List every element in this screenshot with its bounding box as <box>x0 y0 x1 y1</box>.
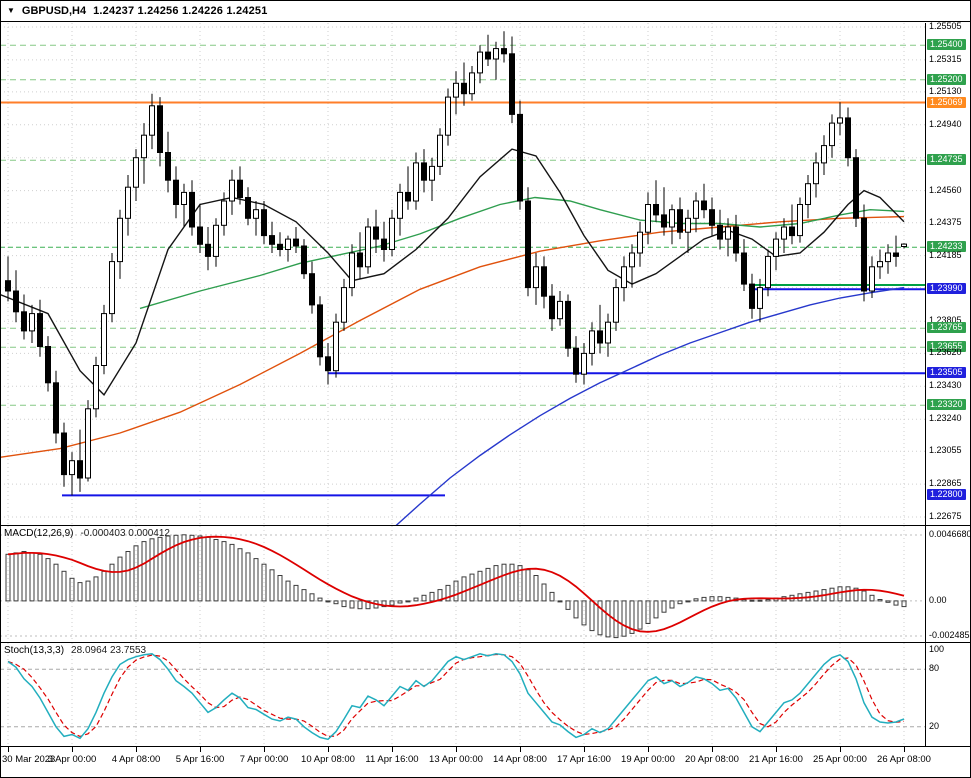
date-label: 25 Apr 00:00 <box>813 754 867 765</box>
stoch-axis-label: 100 <box>929 644 945 654</box>
chart-titlebar: ▼ GBPUSD,H4 1.24237 1.24256 1.24226 1.24… <box>0 0 971 22</box>
price-axis-label: 1.24185 <box>929 249 962 260</box>
time-axis-tick <box>520 747 521 752</box>
date-label: 17 Apr 16:00 <box>557 754 611 765</box>
pane-separator <box>0 642 971 643</box>
time-axis-tick <box>136 747 137 752</box>
stoch-axis-label: 80 <box>929 663 940 674</box>
price-axis-label: 1.25130 <box>929 85 962 96</box>
stoch-main-line <box>7 653 905 741</box>
ma-long-blue <box>394 286 905 528</box>
date-label: 14 Apr 08:00 <box>493 754 547 765</box>
price-level-label: 1.24233 <box>927 241 966 253</box>
date-label: 10 Apr 08:00 <box>301 754 355 765</box>
time-axis-tick <box>840 747 841 752</box>
price-level-label: 1.23320 <box>927 399 966 411</box>
ma-long-red <box>0 215 905 458</box>
price-axis-label: 1.24940 <box>929 118 962 129</box>
stochastic-indicator-pane[interactable] <box>0 643 925 746</box>
stoch-axis-label: 20 <box>929 720 940 731</box>
macd-indicator-pane[interactable] <box>0 526 925 642</box>
price-level-label: 1.23655 <box>927 341 966 353</box>
candles-layer <box>5 31 907 496</box>
macd-signal-line <box>7 535 905 633</box>
time-axis-tick <box>776 747 777 752</box>
time-axis-tick <box>712 747 713 752</box>
date-label: 19 Apr 00:00 <box>621 754 675 765</box>
date-label: 5 Apr 16:00 <box>175 754 225 765</box>
price-level-label: 1.25200 <box>927 73 966 85</box>
price-axis-label: 1.24375 <box>929 216 962 227</box>
date-label: 11 Apr 16:00 <box>365 754 419 765</box>
stochastic-chart-svg <box>0 643 925 746</box>
macd-name: MACD(12,26,9) <box>4 528 74 539</box>
price-chart-svg <box>0 23 925 528</box>
pane-separator <box>0 525 971 526</box>
date-label: 13 Apr 00:00 <box>429 754 483 765</box>
price-level-label: 1.25069 <box>927 96 966 108</box>
time-axis-tick <box>72 747 73 752</box>
price-level-label: 1.25400 <box>927 39 966 51</box>
price-level-label: 1.23765 <box>927 322 966 334</box>
time-axis-tick <box>8 747 9 752</box>
price-axis-label: 1.23430 <box>929 380 962 391</box>
price-level-label: 1.23505 <box>927 367 966 379</box>
date-label: 21 Apr 16:00 <box>749 754 803 765</box>
macd-values: -0.000403 0.000412 <box>80 528 170 539</box>
price-axis-label: 1.24560 <box>929 184 962 195</box>
macd-axis-label: 0.0046680 <box>929 529 971 539</box>
macd-axis-label: -0.0024855 <box>929 630 971 640</box>
price-axis-label: 1.23805 <box>929 315 962 326</box>
stoch-name: Stoch(13,3,3) <box>4 645 65 656</box>
price-level-label: 1.24735 <box>927 154 966 166</box>
date-label: 20 Apr 08:00 <box>685 754 739 765</box>
pane-separator <box>0 746 971 747</box>
price-axis-label: 1.25505 <box>929 21 962 31</box>
price-chart-pane[interactable] <box>0 23 925 528</box>
time-axis-tick <box>456 747 457 752</box>
levels-layer <box>0 44 925 497</box>
date-label: 30 Mar 2023 <box>2 754 56 765</box>
stochastic-indicator-label: Stoch(13,3,3) 28.0964 23.7553 <box>4 645 146 656</box>
price-axis-label: 1.25315 <box>929 53 962 64</box>
macd-grid-layer <box>0 526 925 642</box>
stoch-grid-layer <box>0 643 925 746</box>
ohlc-values: 1.24237 1.24256 1.24226 1.24251 <box>93 4 268 17</box>
price-axis-label: 1.23055 <box>929 445 962 456</box>
time-axis-tick <box>328 747 329 752</box>
time-axis-tick <box>584 747 585 752</box>
date-label: 7 Apr 00:00 <box>239 754 289 765</box>
macd-chart-svg <box>0 526 925 642</box>
price-axis-label: 1.22865 <box>929 478 962 489</box>
price-level-label: 1.22800 <box>927 489 966 501</box>
time-axis-tick <box>904 747 905 752</box>
stoch-values: 28.0964 23.7553 <box>71 645 147 656</box>
date-label: 3 Apr 00:00 <box>47 754 97 765</box>
price-level-label: 1.23990 <box>927 283 966 295</box>
symbol-period-label: GBPUSD,H4 <box>21 4 87 17</box>
macd-indicator-label: MACD(12,26,9) -0.000403 0.000412 <box>4 528 170 539</box>
price-axis-separator <box>925 23 926 746</box>
time-axis-tick <box>648 747 649 752</box>
time-axis-tick <box>392 747 393 752</box>
price-axis-label: 1.23620 <box>929 347 962 358</box>
moving-averages-layer <box>0 148 905 528</box>
macd-axis-label: 0.00 <box>929 594 947 605</box>
date-label: 4 Apr 08:00 <box>111 754 161 765</box>
date-label: 26 Apr 08:00 <box>877 754 931 765</box>
time-axis-tick <box>264 747 265 752</box>
price-axis-label: 1.23240 <box>929 413 962 424</box>
stoch-signal-line <box>7 653 905 738</box>
price-axis-label: 1.22675 <box>929 511 962 521</box>
collapse-arrow-icon[interactable]: ▼ <box>7 5 15 15</box>
time-axis-tick <box>200 747 201 752</box>
